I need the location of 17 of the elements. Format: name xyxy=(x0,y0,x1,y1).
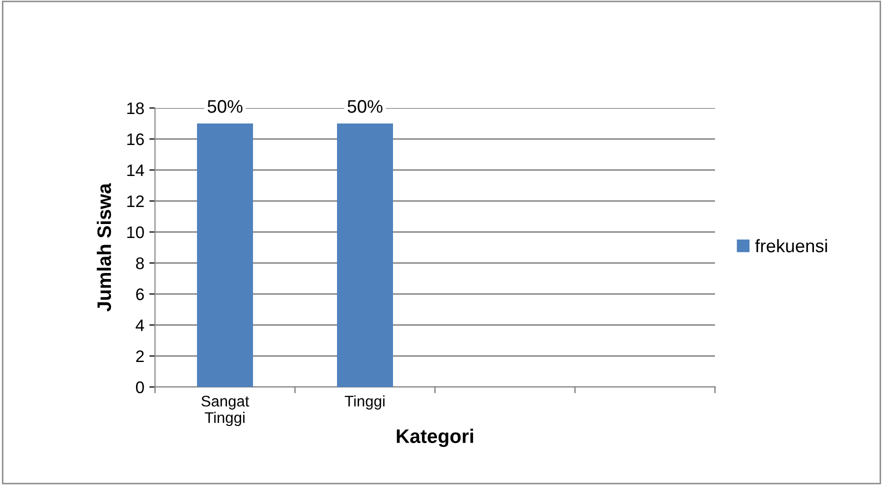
annotation: 50% xyxy=(208,100,242,113)
y-tick-label: 12 xyxy=(127,195,144,208)
x-axis-title: Kategori xyxy=(396,428,474,448)
x-tick-label: Tinggi xyxy=(344,395,384,410)
y-tick-label: 6 xyxy=(136,288,144,300)
y-tick-label: 2 xyxy=(136,350,144,362)
x-tick-label: Sangat Tinggi xyxy=(201,396,250,426)
y-tick-label: 8 xyxy=(136,257,144,270)
annotation: 50% xyxy=(348,100,382,113)
legend-label: frekuensi xyxy=(755,239,827,252)
y-tick-label: 14 xyxy=(127,164,144,176)
y-tick-label: 10 xyxy=(127,226,144,238)
y-tick-label: 16 xyxy=(127,133,144,146)
y-tick-label: 4 xyxy=(136,320,144,332)
y-tick-label: 18 xyxy=(127,102,144,114)
y-axis-title: Jumlah Siswa xyxy=(96,183,112,312)
y-tick-label: 0 xyxy=(136,381,144,394)
